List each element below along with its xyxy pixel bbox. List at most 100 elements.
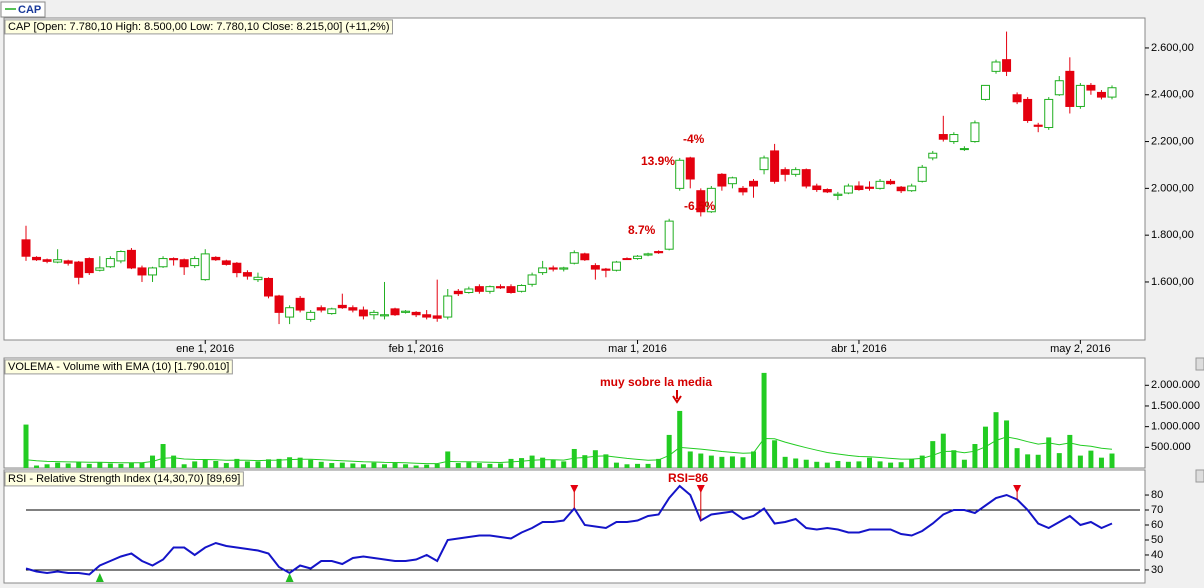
candle-body [495,286,505,289]
candle-body [379,314,389,317]
candle-body [295,297,305,311]
candle-body [126,249,136,269]
y-tick-label: 2.000,00 [1151,182,1194,194]
volume-bar [519,458,525,468]
volume-bar [919,455,925,468]
volume-bar [171,455,177,468]
annotation: -6.5% [684,199,716,213]
candle-body [749,180,759,187]
candle-body [411,311,421,316]
volume-bar [487,463,493,468]
volume-bar [824,462,830,468]
candle-body [759,157,769,171]
candle-body [95,267,105,271]
candle-body [169,258,179,261]
annotation-arrow [672,390,682,404]
volume-bar [86,463,92,468]
volume-bar [909,458,915,468]
volume-bar [740,457,746,468]
volume-bar [708,455,714,468]
volume-bar [76,462,82,468]
candle-body [327,308,337,315]
candle-body [611,261,621,271]
candle-body [833,193,843,196]
candle-body [1107,87,1117,98]
volume-bar [371,462,377,468]
candle-body [980,84,990,100]
candle-body [390,308,400,316]
y-tick-label: 30 [1151,564,1163,576]
volume-bar [930,441,936,468]
candle-body [907,185,917,192]
x-tick-label: mar 1, 2016 [608,343,667,355]
candle-body [1002,59,1012,72]
buy-signal [95,573,104,582]
scroll-button[interactable] [1195,357,1204,371]
candle-body [401,310,411,313]
volume-bar [1088,450,1094,468]
candle-body [369,311,379,316]
volume-bar [213,460,219,468]
candle-body [453,290,463,295]
candle-body [654,251,664,254]
volume-bar [1025,454,1031,468]
candle-body [285,307,295,318]
volume-bar [719,456,725,468]
x-tick-label: may 2, 2016 [1050,343,1111,355]
candle-body [864,186,874,189]
volume-bar [192,461,198,468]
candle-body [843,185,853,194]
candle-body [517,284,527,292]
candle-body [548,267,558,270]
legend-label: CAP [18,4,41,16]
scroll-button[interactable] [1195,469,1204,483]
volume-bar [508,458,514,468]
candle-body [664,220,674,250]
candle-body [1054,80,1064,96]
candle-body [559,267,569,270]
y-tick-label: 2.400,00 [1151,89,1194,101]
candle-body [116,251,126,262]
candle-body [601,268,611,271]
candle-body [253,276,263,281]
volume-bar [445,451,451,468]
candle-body [1044,98,1054,129]
volume-bar [888,462,894,468]
y-tick-label: 2.200,00 [1151,135,1194,147]
volume-bar [793,458,799,468]
y-tick-label: 50 [1151,534,1163,546]
candle-body [590,265,600,270]
candle-body [949,134,959,143]
candle-body [137,267,147,276]
volume-bar [255,461,261,468]
candle-body [738,187,748,193]
volume-bar [782,456,788,468]
volume-bar [34,465,40,468]
annotation: RSI=86 [668,471,709,485]
candle-body [1075,84,1085,107]
candle-body [791,169,801,175]
y-tick-label: 60 [1151,519,1163,531]
volume-bar [1056,453,1062,468]
candle-body [190,258,200,267]
volume-bar [729,456,735,468]
volume-bar [624,464,630,468]
volume-bar [44,464,50,468]
volume-bar [940,433,946,468]
candle-body [21,239,31,257]
y-tick-label: 1.000.000 [1151,421,1200,433]
y-tick-label: 80 [1151,489,1163,501]
volume-bar [582,455,588,468]
candle-body [211,256,221,261]
volume-bar [55,462,61,468]
candle-body [1086,84,1096,91]
volume-bar [772,440,778,468]
y-tick-label: 2.600,00 [1151,42,1194,54]
volume-bar [656,458,662,468]
volume-bar [308,459,314,468]
candle-body [685,157,695,180]
volume-bar [1046,437,1052,468]
candle-body [464,288,474,293]
volume-bar [1035,454,1041,468]
volume-bar [202,459,208,468]
